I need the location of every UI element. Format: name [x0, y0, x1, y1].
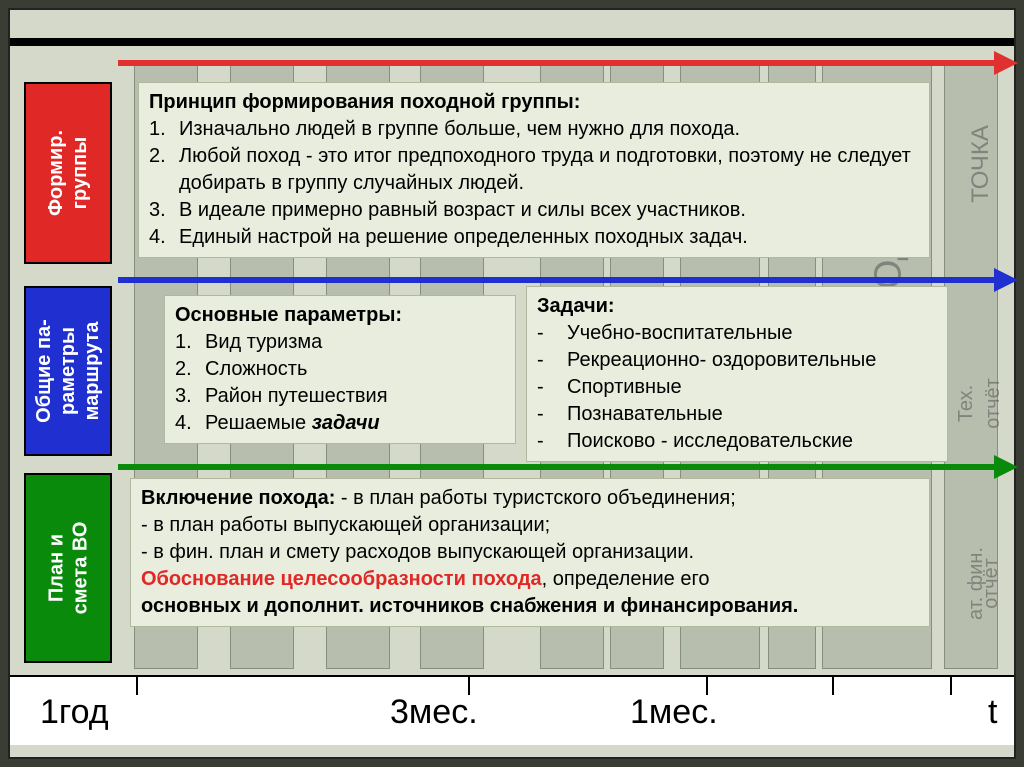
- tasks-list: Учебно-воспитательные Рекреационно- оздо…: [537, 320, 937, 455]
- row-label-plan: План и смета ВО: [24, 473, 112, 663]
- timeline-label: 1год: [40, 693, 109, 732]
- list-item: Единый настрой на решение определенных п…: [179, 224, 919, 251]
- list-item: Сложность: [205, 356, 505, 383]
- text: - в план работы туристского объединения;: [335, 487, 735, 509]
- list-item: Познавательные: [567, 401, 937, 428]
- timeline-label: 1мес.: [630, 693, 718, 732]
- arrow-green: [118, 464, 1006, 470]
- arrow-blue: [118, 277, 1006, 283]
- text-bold: Включение похода:: [141, 487, 335, 509]
- text-red: Обоснование целесообразности похода: [141, 568, 542, 590]
- line: - в фин. план и смету расходов выпускающ…: [141, 539, 919, 566]
- list-item: Решаемые задачи: [205, 410, 505, 437]
- list-item: Любой поход - это итог предпоходного тру…: [179, 143, 919, 197]
- principles-list: Изначально людей в группе больше, чем ну…: [149, 116, 919, 251]
- list-item: Рекреационно- оздоровительные: [567, 347, 937, 374]
- panel-formation: Принцип формирования походной группы: Из…: [138, 82, 930, 258]
- panel-parameters: Основные параметры: Вид туризма Сложност…: [164, 295, 516, 444]
- ghost-text: Тех.: [955, 385, 978, 422]
- row-label-text: Формир. группы: [44, 130, 92, 216]
- list-item: Спортивные: [567, 374, 937, 401]
- list-item: Поисково - исследовательские: [567, 428, 937, 455]
- top-black-bar: [10, 38, 1014, 46]
- panel-title: Основные параметры:: [175, 304, 402, 326]
- panel-tasks: Задачи: Учебно-воспитательные Рекреацион…: [526, 286, 948, 462]
- ghost-text: отчёт: [982, 378, 1005, 429]
- timeline-tick: [136, 677, 138, 695]
- row-label-text: План и смета ВО: [44, 522, 92, 615]
- line-bold: основных и дополнит. источников снабжени…: [141, 595, 798, 617]
- timeline-label: 3мес.: [390, 693, 478, 732]
- arrow-red: [118, 60, 1006, 66]
- list-item: Изначально людей в группе больше, чем ну…: [179, 116, 919, 143]
- line: Включение похода: - в план работы турист…: [141, 485, 919, 512]
- timeline-label: t: [988, 693, 997, 732]
- text: Решаемые: [205, 412, 306, 434]
- panel-title: Принцип формирования походной группы:: [149, 91, 580, 113]
- timeline-axis: 1год 3мес. 1мес. t: [10, 675, 1014, 745]
- ghost-text: ТОЧКА: [967, 125, 995, 203]
- list-item: Район путешествия: [205, 383, 505, 410]
- row-label-formir: Формир. группы: [24, 82, 112, 264]
- list-item: Вид туризма: [205, 329, 505, 356]
- list-item: В идеале примерно равный возраст и силы …: [179, 197, 919, 224]
- list-item: Учебно-воспитательные: [567, 320, 937, 347]
- row-label-params: Общие па- раметры маршрута: [24, 286, 112, 456]
- line: Обоснование целесообразности похода, опр…: [141, 566, 919, 593]
- timeline-tick: [950, 677, 952, 695]
- text: , определение его: [542, 568, 710, 590]
- params-list: Вид туризма Сложность Район путешествия …: [175, 329, 505, 437]
- ghost-text: отчёт: [980, 558, 1003, 609]
- panel-title: Задачи:: [537, 295, 615, 317]
- panel-plan: Включение похода: - в план работы турист…: [130, 478, 930, 627]
- timeline-tick: [832, 677, 834, 695]
- row-label-text: Общие па- раметры маршрута: [32, 319, 104, 423]
- line: - в план работы выпускающей организации;: [141, 512, 919, 539]
- text-italic: задачи: [312, 412, 380, 434]
